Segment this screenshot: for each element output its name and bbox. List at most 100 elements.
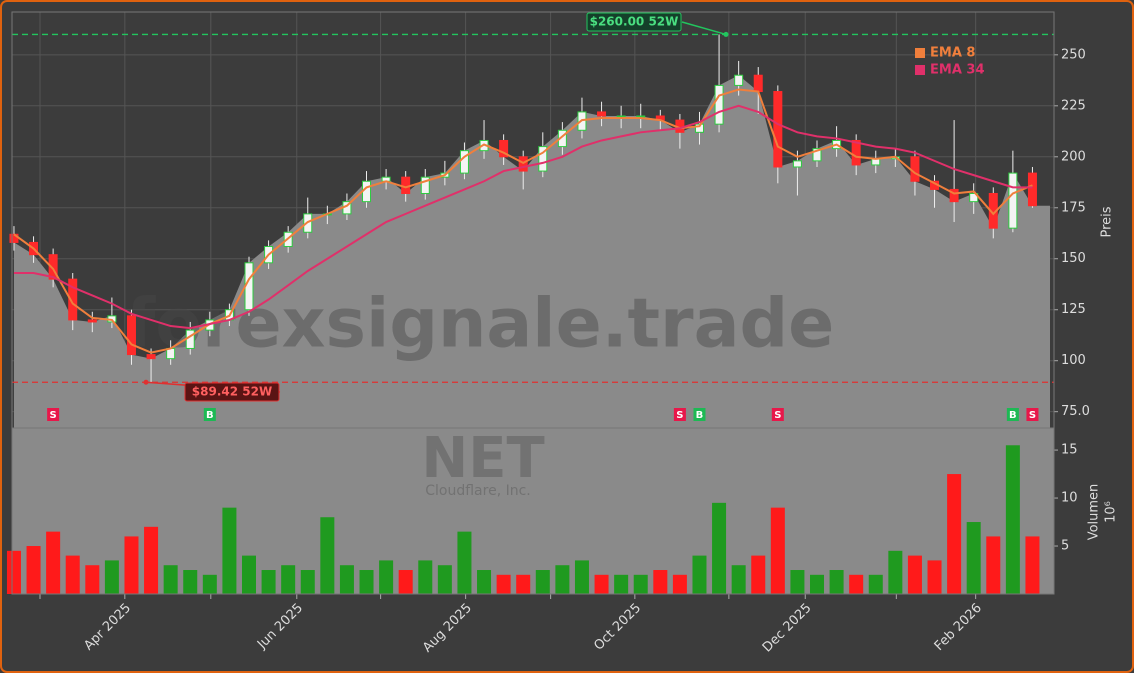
candle-body xyxy=(68,278,78,321)
volume-bar xyxy=(535,570,550,594)
volume-bar xyxy=(731,565,746,594)
annotation-arrow xyxy=(681,21,727,36)
marks: $260.00 52W $89.42 52W S B S B S B S EMA 8 EMA 34 xyxy=(6,12,1058,599)
annotation-box xyxy=(586,12,682,32)
y-tick-label: 225 xyxy=(1061,98,1086,113)
volume-axis-label: Volumen xyxy=(1087,484,1102,541)
volume-bar xyxy=(986,536,1001,594)
company-watermark: Cloudflare, Inc. xyxy=(425,483,531,499)
volume-bar xyxy=(26,546,41,594)
volume-bar xyxy=(457,531,472,594)
volume-bar xyxy=(633,574,648,594)
candle-body xyxy=(753,74,763,93)
volume-bar xyxy=(398,570,413,594)
candle-body xyxy=(812,148,822,162)
candle-body xyxy=(362,180,372,203)
candle-body xyxy=(126,315,136,356)
volume-bar xyxy=(320,517,335,594)
volume-bar xyxy=(888,550,903,594)
volume-bar xyxy=(849,574,864,594)
signal-marker xyxy=(1006,408,1019,421)
volume-bar xyxy=(6,550,21,594)
volume-bar xyxy=(222,507,237,594)
legend-label: EMA 34 xyxy=(930,63,985,78)
volume-bar xyxy=(927,560,942,594)
y-tick-label: 15 xyxy=(1061,443,1078,458)
volume-bar xyxy=(614,574,629,594)
volume-bar xyxy=(104,560,119,594)
y-tick-label: 150 xyxy=(1061,251,1086,266)
signal-label: B xyxy=(696,410,704,421)
volume-bar xyxy=(770,507,785,594)
candle-body xyxy=(146,354,156,360)
y-tick-label: 200 xyxy=(1061,149,1086,164)
volume-bar xyxy=(555,565,570,594)
volume-bar xyxy=(829,570,844,594)
volume-bar xyxy=(241,555,256,594)
y-tick-label: 250 xyxy=(1061,47,1086,62)
annotation-box xyxy=(184,382,280,402)
volume-bar xyxy=(379,560,394,594)
signal-label: S xyxy=(50,410,57,421)
volume-bar xyxy=(947,474,962,594)
price-area xyxy=(13,75,1051,428)
volume-bar xyxy=(594,574,609,594)
legend-label: EMA 8 xyxy=(930,46,975,61)
candle-body xyxy=(792,160,802,168)
signal-marker xyxy=(203,408,216,421)
candle-body xyxy=(48,254,58,280)
candle-body xyxy=(499,139,509,158)
volume-bar xyxy=(65,555,80,594)
signal-label: S xyxy=(774,410,781,421)
candle-body xyxy=(949,188,959,203)
legend-swatch xyxy=(915,48,925,58)
candle-body xyxy=(910,156,920,182)
volume-bar xyxy=(907,555,922,594)
y-tick-label: 5 xyxy=(1061,539,1069,554)
y-tick-label: 75.0 xyxy=(1061,404,1090,419)
volume-bar xyxy=(712,502,727,594)
ticker-watermark: NET xyxy=(421,426,544,491)
watermark: forexsignale.trade xyxy=(126,285,835,364)
candle-body xyxy=(538,146,548,172)
candle-body xyxy=(185,329,195,349)
volume-bar xyxy=(496,574,511,594)
volume-bar xyxy=(966,522,981,594)
price-area xyxy=(13,75,1051,428)
candle-body xyxy=(597,111,607,117)
annotation-label: $89.42 52W xyxy=(192,385,272,399)
legend-swatch xyxy=(915,65,925,75)
arrow-head xyxy=(143,379,149,385)
volume-bar xyxy=(810,574,825,594)
y-tick-label: 125 xyxy=(1061,302,1086,317)
signal-marker xyxy=(47,408,60,421)
arrow-head xyxy=(723,31,729,37)
volume-bar xyxy=(144,526,159,594)
volume-bar xyxy=(359,570,374,594)
candle-body xyxy=(1008,172,1018,229)
candle-body xyxy=(851,139,861,166)
volume-bar xyxy=(1025,536,1040,594)
volume-bar xyxy=(692,555,707,594)
volume-bar xyxy=(574,560,589,594)
volume-bar xyxy=(85,565,100,594)
volume-bar xyxy=(790,570,805,594)
volume-bar xyxy=(516,574,531,594)
y-tick-label: 175 xyxy=(1061,200,1086,215)
volume-bar xyxy=(124,536,139,594)
candle-body xyxy=(773,91,783,168)
volume-bar xyxy=(300,570,315,594)
y-axis-label: Preis xyxy=(1100,206,1115,237)
volume-bar xyxy=(202,574,217,594)
candle-body xyxy=(420,176,430,194)
volume-bar xyxy=(418,560,433,594)
signal-label: S xyxy=(676,410,683,421)
signal-label: S xyxy=(1029,410,1036,421)
candle-body xyxy=(401,176,411,194)
ema-line xyxy=(13,104,1033,330)
candle-body xyxy=(616,115,626,118)
volume-bar xyxy=(672,574,687,594)
volume-bar xyxy=(46,531,61,594)
volume-bar xyxy=(868,574,883,594)
